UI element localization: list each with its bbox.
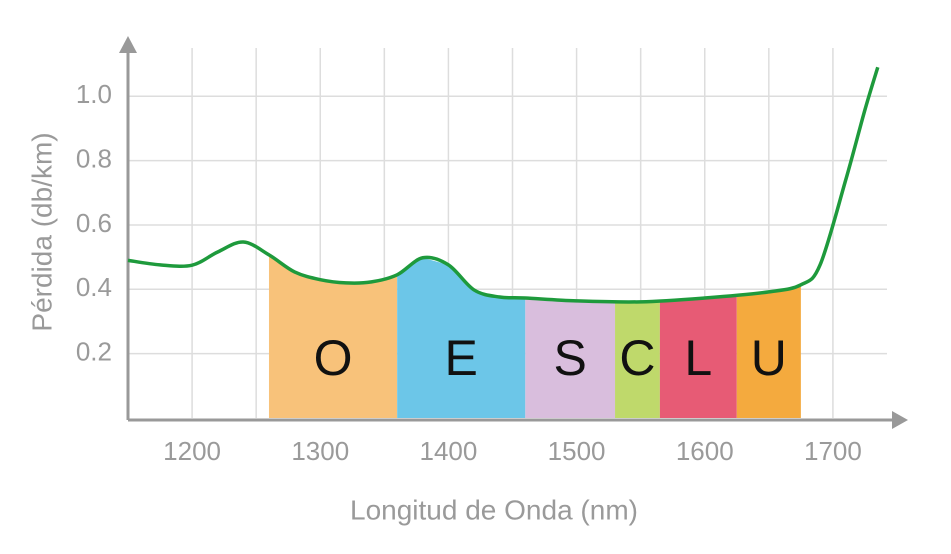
y-tick-label: 1.0 bbox=[76, 79, 112, 109]
band-label: O bbox=[314, 330, 353, 386]
y-tick-label: 0.2 bbox=[76, 337, 112, 367]
x-tick-label: 1700 bbox=[804, 436, 862, 466]
band bbox=[525, 297, 616, 418]
x-tick-label: 1300 bbox=[291, 436, 349, 466]
band bbox=[615, 300, 660, 418]
band-label: L bbox=[684, 330, 712, 386]
band-label: C bbox=[619, 330, 655, 386]
x-tick-label: 1600 bbox=[676, 436, 734, 466]
axes bbox=[119, 36, 908, 429]
band-label: S bbox=[553, 330, 586, 386]
loss-line bbox=[127, 66, 880, 304]
x-tick-label: 1500 bbox=[548, 436, 606, 466]
band bbox=[659, 294, 737, 418]
x-tick-label: 1400 bbox=[419, 436, 477, 466]
x-axis-arrow bbox=[892, 411, 908, 429]
band bbox=[268, 254, 398, 418]
y-tick-label: 0.6 bbox=[76, 208, 112, 238]
y-axis-label: Pérdida (db/km) bbox=[26, 132, 57, 331]
band-label: E bbox=[445, 330, 478, 386]
band bbox=[736, 284, 801, 418]
y-tick-label: 0.4 bbox=[76, 272, 112, 302]
band-label: U bbox=[751, 330, 787, 386]
y-axis-arrow bbox=[119, 36, 137, 53]
x-axis-label: Longitud de Onda (nm) bbox=[350, 494, 638, 525]
x-tick-label: 1200 bbox=[163, 436, 221, 466]
y-tick-label: 0.8 bbox=[76, 143, 112, 173]
